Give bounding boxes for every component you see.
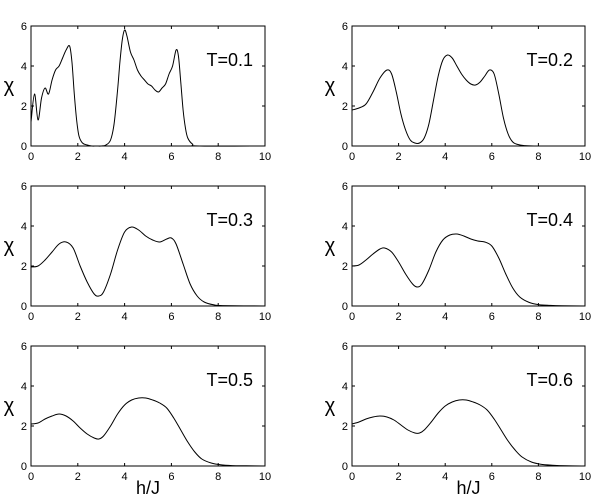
x-tick-label: 2 [75, 471, 81, 483]
y-tick-label: 4 [21, 221, 27, 233]
x-tick-label: 2 [396, 471, 402, 483]
y-tick-label: 2 [342, 421, 348, 433]
y-tick-label: 2 [21, 101, 27, 113]
x-tick-label: 10 [259, 311, 271, 323]
temperature-annotation: T=0.3 [206, 210, 253, 230]
x-tick-label: 0 [28, 151, 34, 163]
x-tick-label: 2 [75, 311, 81, 323]
x-tick-label: 4 [122, 151, 128, 163]
susceptibility-line [30, 29, 266, 147]
x-tick-label: 0 [28, 311, 34, 323]
y-tick-label: 4 [342, 381, 348, 393]
x-tick-label: 4 [122, 471, 128, 483]
y-tick-label: 2 [21, 261, 27, 273]
y-axis-label: χ [325, 75, 336, 97]
y-tick-label: 6 [342, 341, 348, 353]
y-tick-label: 4 [342, 61, 348, 73]
y-tick-label: 0 [342, 461, 348, 473]
x-tick-label: 8 [535, 151, 541, 163]
chart-panel: 0 2 4 6 8 10 0 2 4 6 χ T=0.6 [325, 341, 591, 483]
x-axis-label: h/J [456, 478, 480, 498]
susceptibility-line [30, 397, 266, 467]
x-tick-label: 10 [259, 151, 271, 163]
x-tick-label: 8 [535, 471, 541, 483]
x-tick-label: 0 [349, 471, 355, 483]
susceptibility-line [351, 54, 586, 147]
x-tick-label: 6 [168, 311, 174, 323]
chart-panel: 0 2 4 6 8 10 0 2 4 6 χ T=0.4 [325, 181, 591, 323]
x-axis-label: h/J [136, 478, 160, 498]
x-tick-label: 4 [442, 471, 448, 483]
y-tick-label: 0 [342, 301, 348, 313]
temperature-annotation: T=0.6 [526, 370, 573, 390]
x-tick-label: 10 [259, 471, 271, 483]
chart-panel: 0 2 4 6 8 10 0 2 4 6 χ T=0.3 [4, 181, 271, 323]
y-tick-label: 0 [21, 141, 27, 153]
chart-panel: 0 2 4 6 8 10 0 2 4 6 χ T=0.2 [325, 21, 591, 163]
x-tick-label: 4 [122, 311, 128, 323]
y-tick-label: 6 [342, 21, 348, 33]
y-tick-label: 2 [342, 261, 348, 273]
x-tick-label: 6 [489, 471, 495, 483]
x-tick-label: 0 [349, 311, 355, 323]
axes-frame [351, 345, 586, 467]
x-tick-label: 0 [28, 471, 34, 483]
y-axis-label: χ [4, 235, 15, 257]
x-tick-label: 4 [442, 151, 448, 163]
x-tick-label: 8 [215, 471, 221, 483]
x-tick-label: 2 [75, 151, 81, 163]
x-tick-label: 10 [579, 151, 591, 163]
y-tick-label: 2 [21, 421, 27, 433]
y-axis-label: χ [4, 75, 15, 97]
y-tick-label: 6 [21, 341, 27, 353]
y-tick-label: 6 [21, 21, 27, 33]
y-tick-label: 0 [21, 301, 27, 313]
chart-panel: 0 2 4 6 8 10 0 2 4 6 χ T=0.1 [4, 21, 271, 163]
temperature-annotation: T=0.5 [206, 370, 253, 390]
susceptibility-line [351, 399, 586, 467]
y-axis-label: χ [325, 395, 336, 417]
y-tick-label: 0 [342, 141, 348, 153]
y-tick-label: 4 [342, 221, 348, 233]
temperature-annotation: T=0.1 [206, 50, 253, 70]
axes-frame [30, 185, 266, 307]
y-tick-label: 4 [21, 381, 27, 393]
y-axis-label: χ [325, 235, 336, 257]
x-tick-label: 8 [535, 311, 541, 323]
x-tick-label: 8 [215, 311, 221, 323]
susceptibility-line [30, 226, 266, 307]
x-tick-label: 0 [349, 151, 355, 163]
x-tick-label: 10 [579, 471, 591, 483]
y-axis-label: χ [4, 395, 15, 417]
temperature-annotation: T=0.2 [526, 50, 573, 70]
y-tick-label: 6 [342, 181, 348, 193]
x-tick-label: 2 [396, 151, 402, 163]
temperature-annotation: T=0.4 [526, 210, 573, 230]
y-tick-label: 2 [342, 101, 348, 113]
x-tick-label: 6 [168, 471, 174, 483]
x-tick-label: 6 [489, 311, 495, 323]
susceptibility-line [351, 233, 586, 307]
y-tick-label: 0 [21, 461, 27, 473]
x-tick-label: 6 [168, 151, 174, 163]
x-tick-label: 2 [396, 311, 402, 323]
x-tick-label: 8 [215, 151, 221, 163]
y-tick-label: 4 [21, 61, 27, 73]
x-tick-label: 6 [489, 151, 495, 163]
x-tick-label: 10 [579, 311, 591, 323]
axes-frame [351, 25, 586, 147]
chart-panel: 0 2 4 6 8 10 0 2 4 6 χ T=0.5 [4, 341, 271, 483]
x-tick-label: 4 [442, 311, 448, 323]
axes-frame [351, 185, 586, 307]
axes-frame [30, 25, 266, 147]
y-tick-label: 6 [21, 181, 27, 193]
axes-frame [30, 345, 266, 467]
